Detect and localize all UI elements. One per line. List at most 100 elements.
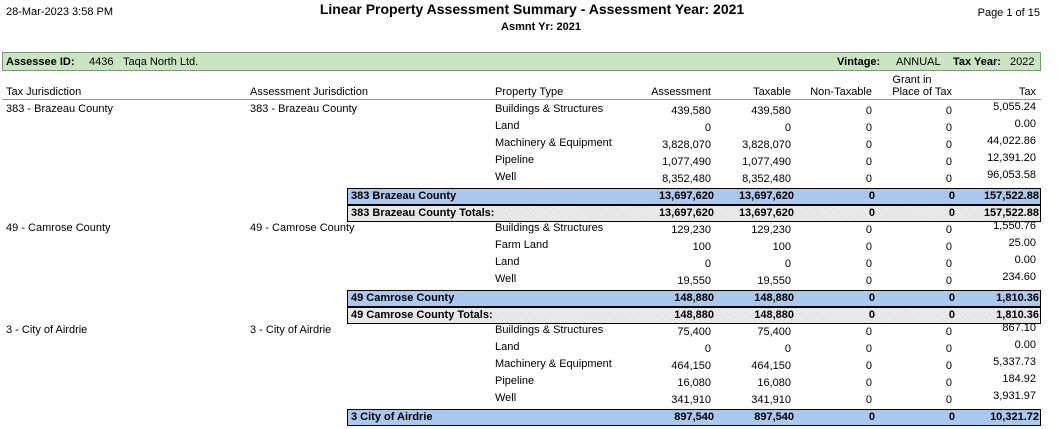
assessment-cell: 1,077,490: [662, 156, 711, 168]
subtotal-grant: 0: [948, 190, 955, 202]
grant-cell: 0: [945, 394, 952, 406]
total-non-taxable: 0: [868, 309, 875, 321]
property-type: Pipeline: [495, 154, 535, 166]
non-taxable-cell: 0: [865, 105, 872, 117]
taxable-cell: 19,550: [757, 275, 791, 287]
column-header: Taxable: [753, 86, 791, 98]
assessment-cell: 341,910: [671, 394, 711, 406]
column-header: Tax Jurisdiction: [6, 86, 82, 98]
tax-year-label: Tax Year:: [953, 56, 1001, 68]
total-row: [347, 307, 1041, 324]
assessment-cell: 0: [704, 258, 711, 270]
taxable-cell: 129,230: [751, 224, 791, 236]
tax-cell: 867.10: [1002, 322, 1036, 334]
non-taxable-cell: 0: [865, 377, 872, 389]
tax-year: 2022: [1010, 56, 1035, 68]
assessment-jurisdiction: 3 - City of Airdrie: [250, 324, 332, 336]
subtotal-non-taxable: 0: [868, 292, 875, 304]
grant-cell: 0: [945, 105, 952, 117]
taxable-cell: 1,077,490: [742, 156, 791, 168]
subtotal-taxable: 897,540: [754, 411, 794, 423]
subtotal-assessment: 13,697,620: [658, 190, 714, 202]
subtotal-tax: 10,321.72: [990, 411, 1039, 423]
report-date: 28-Mar-2023 3:58 PM: [6, 6, 113, 18]
vintage-label: Vintage:: [837, 56, 881, 68]
property-type: Buildings & Structures: [495, 103, 604, 115]
subtotal-assessment: 148,880: [674, 292, 714, 304]
property-type: Farm Land: [495, 239, 549, 251]
subtotal-row: [347, 188, 1041, 205]
column-header: Tax: [1018, 86, 1036, 98]
property-type: Well: [495, 171, 517, 183]
grant-cell: 0: [945, 275, 952, 287]
tax-jurisdiction: 383 - Brazeau County: [6, 103, 114, 115]
tax-cell: 5,055.24: [993, 101, 1036, 113]
assessment-cell: 75,400: [677, 326, 711, 338]
subtotal-label: 49 Camrose County: [351, 292, 455, 304]
assessee-name: Taqa North Ltd.: [123, 56, 199, 68]
assessment-cell: 8,352,480: [662, 173, 711, 185]
property-type: Well: [495, 392, 517, 404]
assessment-cell: 129,230: [671, 224, 711, 236]
non-taxable-cell: 0: [865, 326, 872, 338]
property-type: Machinery & Equipment: [495, 358, 612, 370]
total-grant: 0: [948, 309, 955, 321]
assessment-cell: 0: [704, 122, 711, 134]
subtotal-non-taxable: 0: [868, 411, 875, 423]
tax-cell: 25.00: [1008, 237, 1036, 249]
taxable-cell: 16,080: [757, 377, 791, 389]
property-type: Machinery & Equipment: [495, 137, 612, 149]
taxable-cell: 100: [772, 241, 791, 253]
grant-cell: 0: [945, 122, 952, 134]
assessee-bar: [2, 52, 1041, 71]
non-taxable-cell: 0: [865, 173, 872, 185]
tax-cell: 12,391.20: [987, 152, 1036, 164]
grant-cell: 0: [945, 173, 952, 185]
taxable-cell: 0: [784, 258, 791, 270]
column-header: Property Type: [495, 86, 564, 98]
assessment-cell: 464,150: [671, 360, 711, 372]
total-non-taxable: 0: [868, 207, 875, 219]
tax-cell: 0.00: [1014, 339, 1036, 351]
subtotal-row: [347, 290, 1041, 307]
property-type: Land: [495, 256, 520, 268]
assessment-cell: 16,080: [677, 377, 711, 389]
property-type: Buildings & Structures: [495, 222, 604, 234]
total-assessment: 148,880: [674, 309, 714, 321]
non-taxable-cell: 0: [865, 224, 872, 236]
tax-jurisdiction: 3 - City of Airdrie: [6, 324, 88, 336]
report-subtitle: Asmnt Yr: 2021: [501, 21, 581, 33]
non-taxable-cell: 0: [865, 275, 872, 287]
tax-cell: 184.92: [1002, 373, 1036, 385]
non-taxable-cell: 0: [865, 394, 872, 406]
grant-cell: 0: [945, 156, 952, 168]
grant-cell: 0: [945, 241, 952, 253]
total-label: 383 Brazeau County Totals:: [351, 207, 495, 219]
vintage: ANNUAL: [896, 56, 941, 68]
column-header: Grant in: [892, 74, 932, 86]
column-header: Assessment: [651, 86, 711, 98]
assessment-cell: 3,828,070: [662, 139, 711, 151]
taxable-cell: 8,352,480: [742, 173, 791, 185]
non-taxable-cell: 0: [865, 139, 872, 151]
non-taxable-cell: 0: [865, 360, 872, 372]
subtotal-label: 383 Brazeau County: [351, 190, 457, 202]
taxable-cell: 0: [784, 343, 791, 355]
taxable-cell: 439,580: [751, 105, 791, 117]
header-rule: [2, 99, 1041, 100]
property-type: Well: [495, 273, 517, 285]
assessment-jurisdiction: 383 - Brazeau County: [250, 103, 358, 115]
column-header: Non-Taxable: [810, 86, 872, 98]
total-label: 49 Camrose County Totals:: [351, 309, 493, 321]
non-taxable-cell: 0: [865, 156, 872, 168]
non-taxable-cell: 0: [865, 122, 872, 134]
assessee-id-label: Assessee ID:: [6, 56, 75, 68]
grant-cell: 0: [945, 326, 952, 338]
grant-cell: 0: [945, 343, 952, 355]
tax-cell: 5,337.73: [993, 356, 1036, 368]
subtotal-tax: 157,522.88: [983, 190, 1039, 202]
assessment-jurisdiction: 49 - Camrose County: [250, 222, 355, 234]
total-row: [347, 205, 1041, 222]
total-assessment: 13,697,620: [658, 207, 714, 219]
